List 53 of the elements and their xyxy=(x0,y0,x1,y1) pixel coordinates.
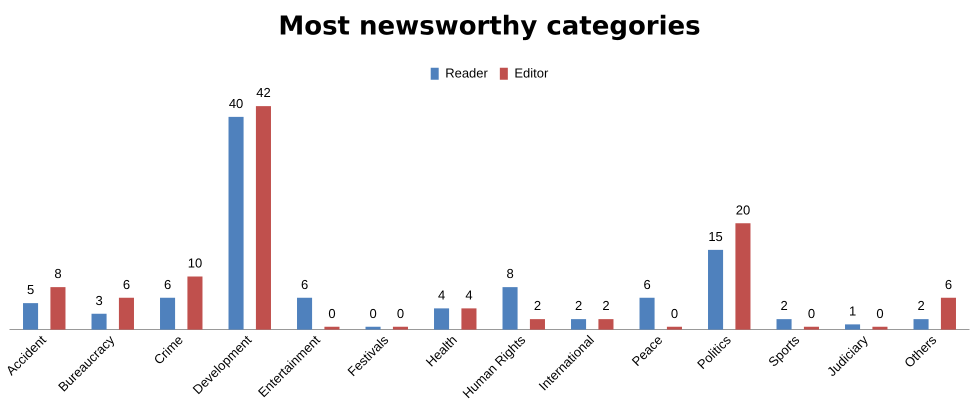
data-label: 6 xyxy=(122,276,130,292)
bar xyxy=(187,276,202,330)
data-label: 4 xyxy=(438,288,446,303)
bar xyxy=(297,298,312,330)
bar xyxy=(92,314,107,330)
data-label: 42 xyxy=(256,85,271,100)
bar xyxy=(434,308,450,330)
bar xyxy=(160,298,176,330)
data-label: 2 xyxy=(602,298,610,314)
data-label: 0 xyxy=(369,306,377,321)
data-label: 1 xyxy=(848,303,856,318)
data-label: 15 xyxy=(708,228,723,244)
data-label: 6 xyxy=(164,276,172,292)
bar xyxy=(776,319,792,330)
legend-label: Reader xyxy=(445,65,489,80)
legend-label: Editor xyxy=(514,65,549,80)
bar xyxy=(571,319,586,330)
data-label: 5 xyxy=(26,282,34,298)
bar xyxy=(708,250,724,330)
data-label: 2 xyxy=(534,298,542,314)
bar xyxy=(640,298,655,330)
bar xyxy=(914,319,929,330)
data-label: 4 xyxy=(465,288,473,303)
bar xyxy=(461,308,476,330)
data-label: 40 xyxy=(228,96,244,111)
bar xyxy=(50,287,66,330)
data-label: 2 xyxy=(574,298,582,314)
bar xyxy=(530,319,545,330)
data-label: 6 xyxy=(300,276,308,292)
data-label: 0 xyxy=(396,306,404,321)
bar xyxy=(598,319,614,330)
data-label: 8 xyxy=(54,266,62,282)
chart-title: Most newsworthy categories xyxy=(278,11,701,42)
data-label: 6 xyxy=(643,276,651,292)
data-label: 10 xyxy=(188,256,202,271)
data-label: 3 xyxy=(95,292,103,308)
data-label: 0 xyxy=(876,306,884,321)
data-label: 0 xyxy=(808,306,816,321)
bar xyxy=(256,106,271,330)
bar xyxy=(502,287,518,330)
bar xyxy=(940,298,956,330)
data-label: 8 xyxy=(506,266,514,282)
bar xyxy=(845,324,860,330)
data-label: 6 xyxy=(944,276,952,292)
data-label: 0 xyxy=(328,306,336,321)
bar xyxy=(118,298,134,330)
bar xyxy=(735,223,750,330)
data-label: 0 xyxy=(670,306,678,321)
data-label: 2 xyxy=(780,298,788,314)
data-label: 20 xyxy=(736,202,750,218)
data-label: 2 xyxy=(917,298,925,314)
bar xyxy=(23,303,38,330)
bar xyxy=(228,116,244,330)
